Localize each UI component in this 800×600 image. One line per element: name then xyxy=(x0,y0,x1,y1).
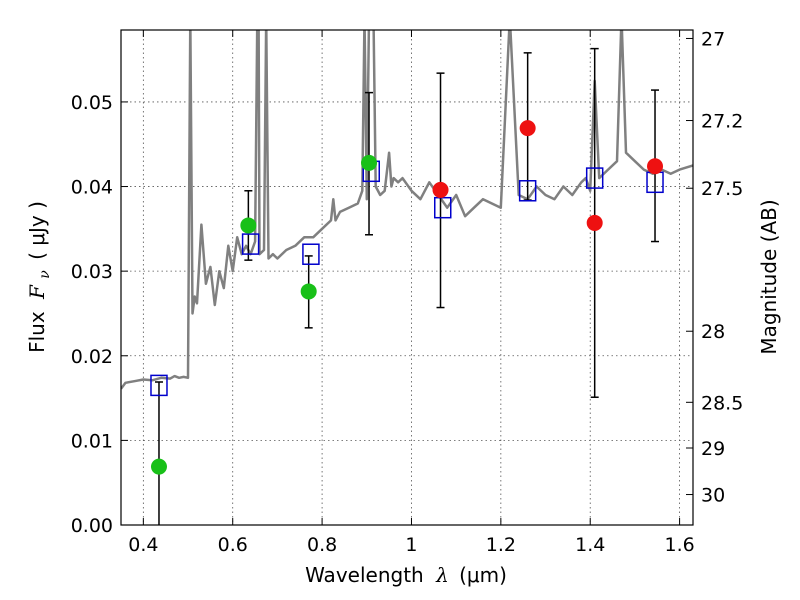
y2-tick-label: 28.5 xyxy=(701,392,743,414)
model-flux-square xyxy=(241,233,260,255)
y2-tick-label: 27.2 xyxy=(701,111,743,133)
y2-tick-label: 28 xyxy=(701,321,725,343)
green-data-point xyxy=(361,154,378,171)
green-data-point xyxy=(150,458,167,475)
ticks: 0.4 0.6 0.8 1 1.2 1.4 1.6 0.00 0.01 0.02 0.03 0.04 0… xyxy=(71,28,744,556)
y-tick-label: 0.01 xyxy=(71,430,113,452)
green-data-point xyxy=(240,217,257,234)
red-data-point xyxy=(432,181,449,198)
red-data-point xyxy=(519,120,536,137)
y2-axis-title: Magnitude (AB) xyxy=(757,199,781,354)
y2-tick-label: 29 xyxy=(701,438,725,460)
y-tick-label: 0.02 xyxy=(71,346,113,368)
model-flux-square xyxy=(585,167,604,189)
y2-tick-label: 27.5 xyxy=(701,178,743,200)
model-flux-square xyxy=(434,196,452,219)
y-axis-title: Flux F ν ( μJy ) xyxy=(25,201,54,353)
axes xyxy=(120,29,694,526)
y-tick-label: 0.05 xyxy=(71,92,113,114)
model-flux-square xyxy=(518,180,537,202)
x-tick-label: 1.4 xyxy=(575,534,605,556)
x-axis-title: Wavelength λ (μm) xyxy=(305,563,507,587)
x-tick-label: 1.6 xyxy=(664,534,694,556)
y2-tick-label: 30 xyxy=(701,485,725,507)
y2-tick-label: 27 xyxy=(701,28,725,50)
red-data-point xyxy=(586,214,603,231)
plot-area xyxy=(121,30,693,525)
y-tick-label: 0.03 xyxy=(71,261,113,283)
y-tick-label: 0.00 xyxy=(71,515,113,537)
x-tick-label: 0.6 xyxy=(218,534,248,556)
x-tick-label: 1.2 xyxy=(486,534,516,556)
grid-lines xyxy=(121,30,693,526)
x-tick-label: 1 xyxy=(405,534,417,556)
x-tick-label: 0.8 xyxy=(307,534,337,556)
model-flux-square xyxy=(302,243,320,265)
green-data-point xyxy=(300,283,317,300)
plot-frame xyxy=(120,29,694,526)
y-tick-label: 0.04 xyxy=(71,177,113,199)
x-tick-label: 0.4 xyxy=(128,534,158,556)
model-spectrum-line xyxy=(121,30,693,390)
red-data-point xyxy=(647,158,664,175)
model-flux-square xyxy=(150,374,168,397)
